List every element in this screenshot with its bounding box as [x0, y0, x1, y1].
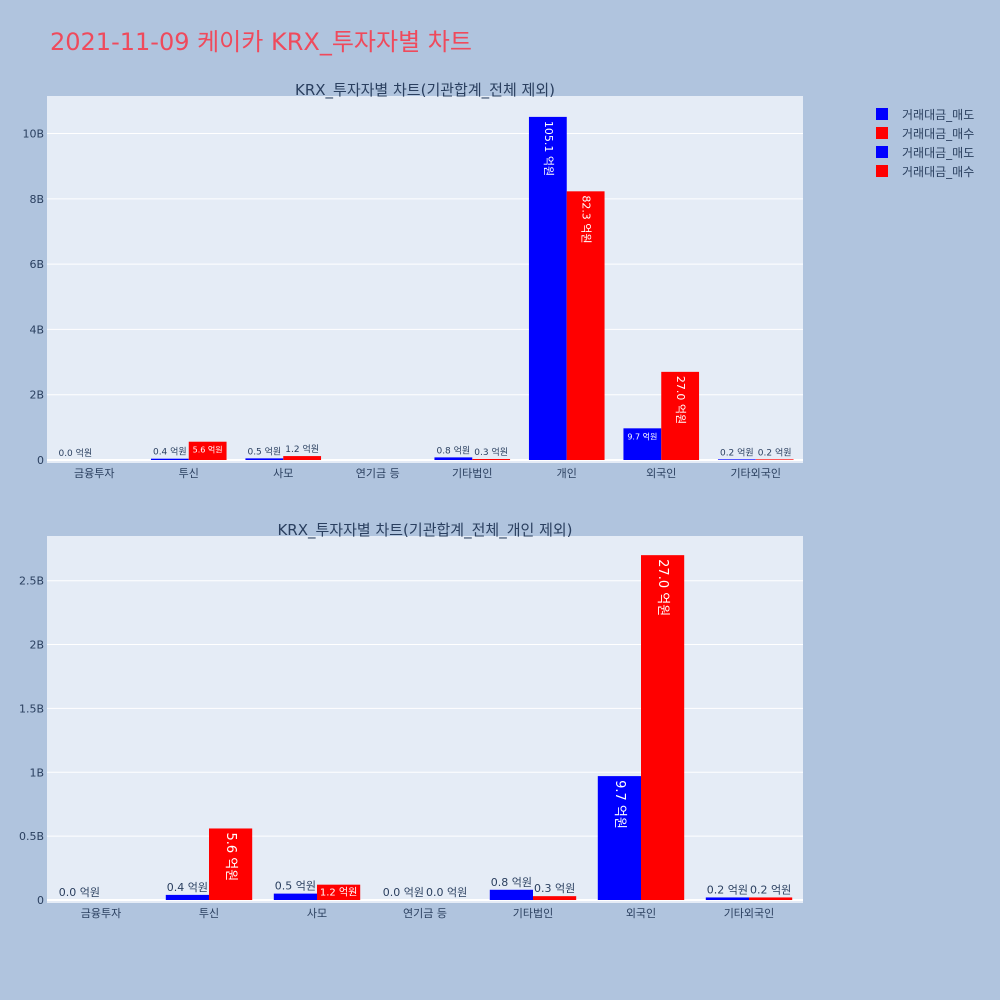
- bar-data-label: 0.5 억원: [247, 445, 281, 457]
- x-tick-label: 금융투자: [81, 907, 121, 920]
- bar-data-label: 0.4 억원: [167, 881, 208, 894]
- bar: [661, 371, 700, 460]
- bar: [472, 459, 511, 460]
- bar-data-label: 9.7 억원: [627, 431, 657, 441]
- x-tick-label: 외국인: [626, 907, 656, 920]
- bar-data-label: 0.8 억원: [436, 444, 470, 456]
- x-tick-label: 투신: [199, 907, 219, 920]
- x-tick-label: 기타법인: [452, 467, 492, 480]
- bar-data-label: 105.1 억원: [542, 121, 555, 176]
- bar-data-label: 1.2 억원: [285, 443, 319, 455]
- y-tick-label: 6B: [29, 258, 44, 271]
- bar-data-label: 0.3 억원: [474, 446, 508, 458]
- x-tick-label: 사모: [307, 907, 327, 920]
- bar-data-label: 0.4 억원: [153, 446, 187, 458]
- bar-data-label: 0.2 억원: [707, 883, 748, 896]
- x-tick-label: 기타외국인: [724, 907, 775, 920]
- bar-data-label: 0.0 억원: [383, 886, 424, 899]
- y-tick-label: 4B: [29, 323, 44, 336]
- bar: [283, 456, 322, 460]
- y-tick-label: 1B: [29, 766, 44, 779]
- legend-swatch: [876, 108, 888, 120]
- bar-data-label: 9.7 억원: [612, 780, 627, 829]
- bar-data-label: 27.0 억원: [655, 559, 670, 616]
- bar-data-label: 82.3 억원: [580, 195, 593, 243]
- page-title: 2021-11-09 케이카 KRX_투자자별 차트: [50, 28, 472, 56]
- bar-data-label: 0.2 억원: [758, 446, 792, 458]
- bar: [749, 897, 793, 900]
- x-tick-label: 투신: [179, 467, 199, 480]
- bar-data-label: 0.8 억원: [491, 876, 532, 889]
- x-tick-label: 사모: [273, 467, 293, 480]
- subplot-title: KRX_투자자별 차트(기관합계_전체_개인 제외): [277, 521, 572, 540]
- bar-data-label: 5.6 억원: [193, 445, 223, 455]
- bar: [434, 457, 473, 460]
- chart-2: 0 0.5B 1B 1.5B 2B 2.5B KRX_투자자별 차트(기관합계_전체_개인 …: [19, 521, 803, 920]
- bar: [489, 889, 533, 900]
- legend-swatch: [876, 165, 888, 177]
- legend-item-label: 거래대금_매수: [902, 165, 974, 179]
- chart-1: 0 2B 4B 6B 8B 10B KRX_투자자별 차트(기관합계_전체 제외) 금융투자 0…: [22, 81, 803, 480]
- bar-data-label: 0.0 억원: [59, 886, 100, 899]
- bar-data-label: 0.5 억원: [275, 880, 316, 893]
- bar-data-label: 0.3 억원: [534, 882, 575, 895]
- y-tick-label: 0: [37, 894, 44, 907]
- y-tick-label: 2B: [29, 389, 44, 402]
- y-tick-label: 8B: [29, 193, 44, 206]
- bar: [597, 776, 641, 900]
- x-tick-label: 기타법인: [513, 907, 553, 920]
- bar: [755, 459, 794, 460]
- bar: [317, 884, 361, 900]
- legend-swatch: [876, 127, 888, 139]
- bar: [533, 896, 577, 900]
- y-tick-label: 0.5B: [19, 830, 44, 843]
- x-tick-label: 금융투자: [74, 467, 114, 480]
- y-tick-label: 10B: [22, 128, 44, 141]
- bar-data-label: 0.0 억원: [426, 886, 467, 899]
- legend-swatch: [876, 146, 888, 158]
- x-tick-label: 연기금 등: [403, 907, 447, 920]
- bar: [273, 893, 317, 900]
- x-tick-label: 외국인: [646, 467, 676, 480]
- subplot-title: KRX_투자자별 차트(기관합계_전체 제외): [295, 81, 555, 100]
- bar: [165, 894, 209, 900]
- bar: [717, 459, 756, 460]
- bar-data-label: 27.0 억원: [674, 376, 687, 424]
- bar: [641, 555, 685, 900]
- bar-data-label: 0.0 억원: [58, 447, 92, 459]
- y-tick-label: 1.5B: [19, 702, 44, 715]
- x-tick-label: 기타외국인: [730, 467, 781, 480]
- y-tick-label: 2B: [29, 639, 44, 652]
- bar: [209, 828, 253, 900]
- bar: [528, 116, 567, 460]
- bar: [188, 441, 227, 460]
- y-tick-label: 2.5B: [19, 575, 44, 588]
- bar-data-label: 1.2 억원: [320, 887, 357, 899]
- bar-data-label: 5.6 억원: [223, 832, 238, 881]
- bar-data-label: 0.2 억원: [720, 446, 754, 458]
- bar: [150, 458, 189, 460]
- y-tick-label: 0: [37, 454, 44, 467]
- bar: [245, 458, 284, 460]
- plot-area: [47, 536, 803, 903]
- legend-item-label: 거래대금_매도: [902, 146, 974, 160]
- legend-item-label: 거래대금_매도: [902, 108, 974, 122]
- x-tick-label: 연기금 등: [356, 467, 400, 480]
- bar: [705, 897, 749, 900]
- bar: [566, 191, 605, 460]
- x-tick-label: 개인: [557, 467, 577, 480]
- bar-data-label: 0.2 억원: [750, 883, 791, 896]
- legend-item-label: 거래대금_매수: [902, 127, 974, 141]
- bar: [623, 428, 662, 460]
